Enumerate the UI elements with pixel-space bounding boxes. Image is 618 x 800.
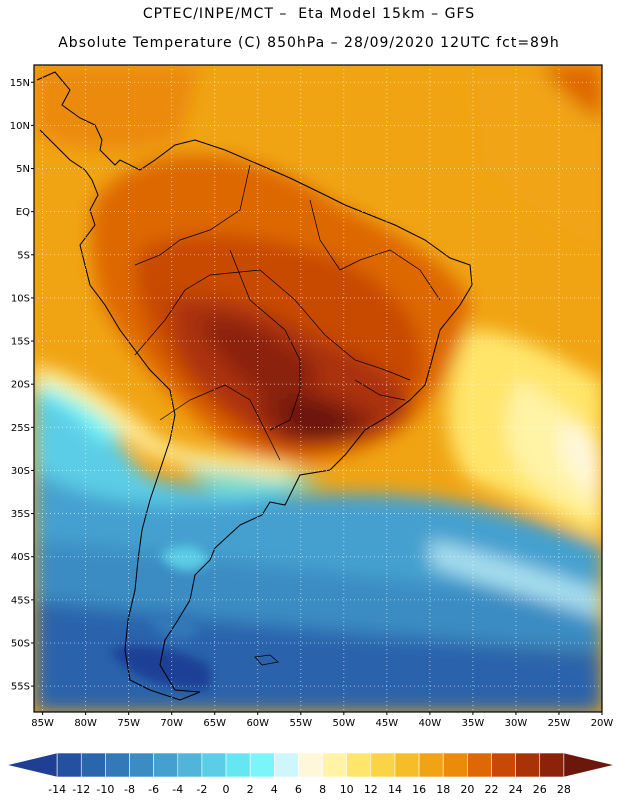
lon-label: 40W (419, 718, 442, 729)
legend-tick-label: 22 (484, 783, 498, 796)
lon-label: 30W (505, 718, 528, 729)
legend-swatch (418, 752, 444, 778)
lat-label: 15N (10, 78, 30, 89)
lat-label: 50S (11, 638, 30, 649)
legend-tick-label: -4 (172, 783, 183, 796)
legend-tick-label: 16 (412, 783, 426, 796)
color-legend: -14 -12 -10 -8 -6 -4 -2 0 2 4 6 8 10 12 14 16 18 20 22 24 26… (6, 752, 615, 796)
legend-swatch (105, 752, 130, 778)
lon-label: 25W (548, 718, 571, 729)
legend-swatch (249, 752, 275, 778)
legend-swatch (225, 752, 251, 778)
legend-arrow-right (563, 752, 615, 778)
map-panel: 15N 10N 5N EQ 5S 10S 15S 20S 25S 30S 35S 40S 45S 50S 5… (10, 64, 613, 729)
legend-tick-label: 2 (247, 783, 254, 796)
legend-arrow-left (6, 752, 58, 778)
lat-label: 10N (10, 121, 30, 132)
lat-label: 10S (11, 293, 30, 304)
legend-tick-label: 4 (271, 783, 278, 796)
lat-label: 15S (11, 337, 30, 348)
legend-tick-label: 6 (295, 783, 302, 796)
legend-tick-label: 26 (533, 783, 547, 796)
legend-tick-label: 8 (319, 783, 326, 796)
lon-label: 75W (117, 718, 140, 729)
grid-lines (34, 65, 603, 712)
legend-swatch (442, 752, 468, 778)
lat-label: 5N (16, 164, 30, 175)
legend-swatch (129, 752, 154, 778)
legend-swatch (322, 752, 347, 778)
lon-label: 80W (74, 718, 97, 729)
lon-label: 45W (376, 718, 399, 729)
legend-tick-label: 18 (436, 783, 450, 796)
latitude-labels: 15N 10N 5N EQ 5S 10S 15S 20S 25S 30S 35S 40S 45S 50S 5… (10, 78, 34, 693)
legend-swatch (491, 752, 516, 778)
legend-tick-label: 28 (557, 783, 571, 796)
legend-tick-label: 20 (460, 783, 474, 796)
legend-tick-label: -12 (72, 783, 90, 796)
title-line-1: CPTEC/INPE/MCT – Eta Model 15km – GFS (142, 6, 476, 22)
lat-label: 5S (17, 250, 30, 261)
temperature-field (34, 65, 602, 712)
legend-tick-label: -2 (196, 783, 207, 796)
legend-swatch (539, 752, 565, 778)
legend-tick-label: 14 (388, 783, 402, 796)
lat-label: 35S (11, 509, 30, 520)
legend-tick-label: -10 (96, 783, 114, 796)
legend-swatch (153, 752, 179, 778)
lon-label: 65W (203, 718, 226, 729)
legend-swatch (177, 752, 203, 778)
legend-swatch (467, 752, 492, 778)
lat-label: 25S (11, 423, 30, 434)
longitude-labels: 85W 80W 75W 70W 65W 60W 55W 50W 45W 40W 35W 30W 25W 2… (31, 712, 613, 729)
lon-label: 50W (333, 718, 356, 729)
legend-swatch (394, 752, 420, 778)
lon-label: 85W (31, 718, 54, 729)
title-line-2: Absolute Temperature (C) 850hPa – 28/09/… (58, 35, 560, 51)
map-frame (33, 64, 603, 713)
lon-label: 70W (160, 718, 183, 729)
legend-swatch (80, 752, 106, 778)
lon-label: 60W (246, 718, 269, 729)
legend-tick-label: -14 (48, 783, 66, 796)
legend-tick-label: 10 (340, 783, 354, 796)
lat-label: 55S (11, 682, 30, 693)
legend-swatch (346, 752, 372, 778)
legend-swatch (201, 752, 227, 778)
coastline (36, 71, 473, 701)
lon-label: 20W (591, 718, 614, 729)
legend-tick-label: -6 (148, 783, 159, 796)
legend-swatch (274, 752, 299, 778)
legend-tick-label: 24 (509, 783, 523, 796)
lat-label: 20S (11, 380, 30, 391)
lon-label: 55W (289, 718, 312, 729)
lat-label: EQ (16, 207, 30, 218)
lat-label: 40S (11, 552, 30, 563)
legend-tick-label: 0 (223, 783, 230, 796)
legend-swatch (298, 752, 323, 778)
legend-swatch (370, 752, 396, 778)
lat-label: 30S (11, 466, 30, 477)
legend-swatch (56, 752, 82, 778)
legend-tick-label: -8 (124, 783, 135, 796)
lon-label: 35W (462, 718, 485, 729)
legend-tick-label: 12 (364, 783, 378, 796)
legend-swatch (515, 752, 541, 778)
lat-label: 45S (11, 595, 30, 606)
